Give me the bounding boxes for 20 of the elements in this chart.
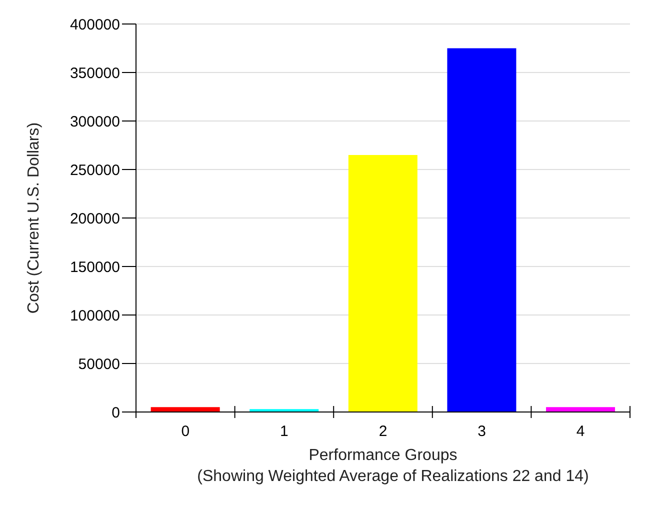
bar (150, 407, 220, 412)
x-tick-label: 3 (478, 423, 486, 440)
y-tick-label: 150000 (70, 258, 120, 276)
x-axis-title: Performance Groups (Showing Weighted Average of Realizations 22 and 14) (197, 447, 589, 485)
x-tick-label: 0 (181, 423, 190, 440)
y-tick-label: 350000 (70, 64, 120, 82)
y-axis-title: Cost (Current U.S. Dollars) (26, 122, 43, 314)
x-tick-label: 2 (378, 423, 388, 440)
x-tick-label: 4 (576, 423, 585, 440)
y-tick-label: 200000 (70, 210, 120, 228)
y-tick-label: 50000 (78, 356, 120, 373)
bar (546, 407, 616, 412)
bar (447, 48, 516, 412)
y-tick-label: 400000 (70, 16, 120, 34)
x-tick-label: 1 (280, 423, 288, 440)
y-tick-label: 250000 (70, 162, 120, 179)
bar (348, 154, 418, 412)
y-tick-label: 100000 (70, 307, 120, 324)
y-tick-label: 300000 (70, 113, 120, 130)
y-tick-label: 0 (112, 404, 120, 422)
